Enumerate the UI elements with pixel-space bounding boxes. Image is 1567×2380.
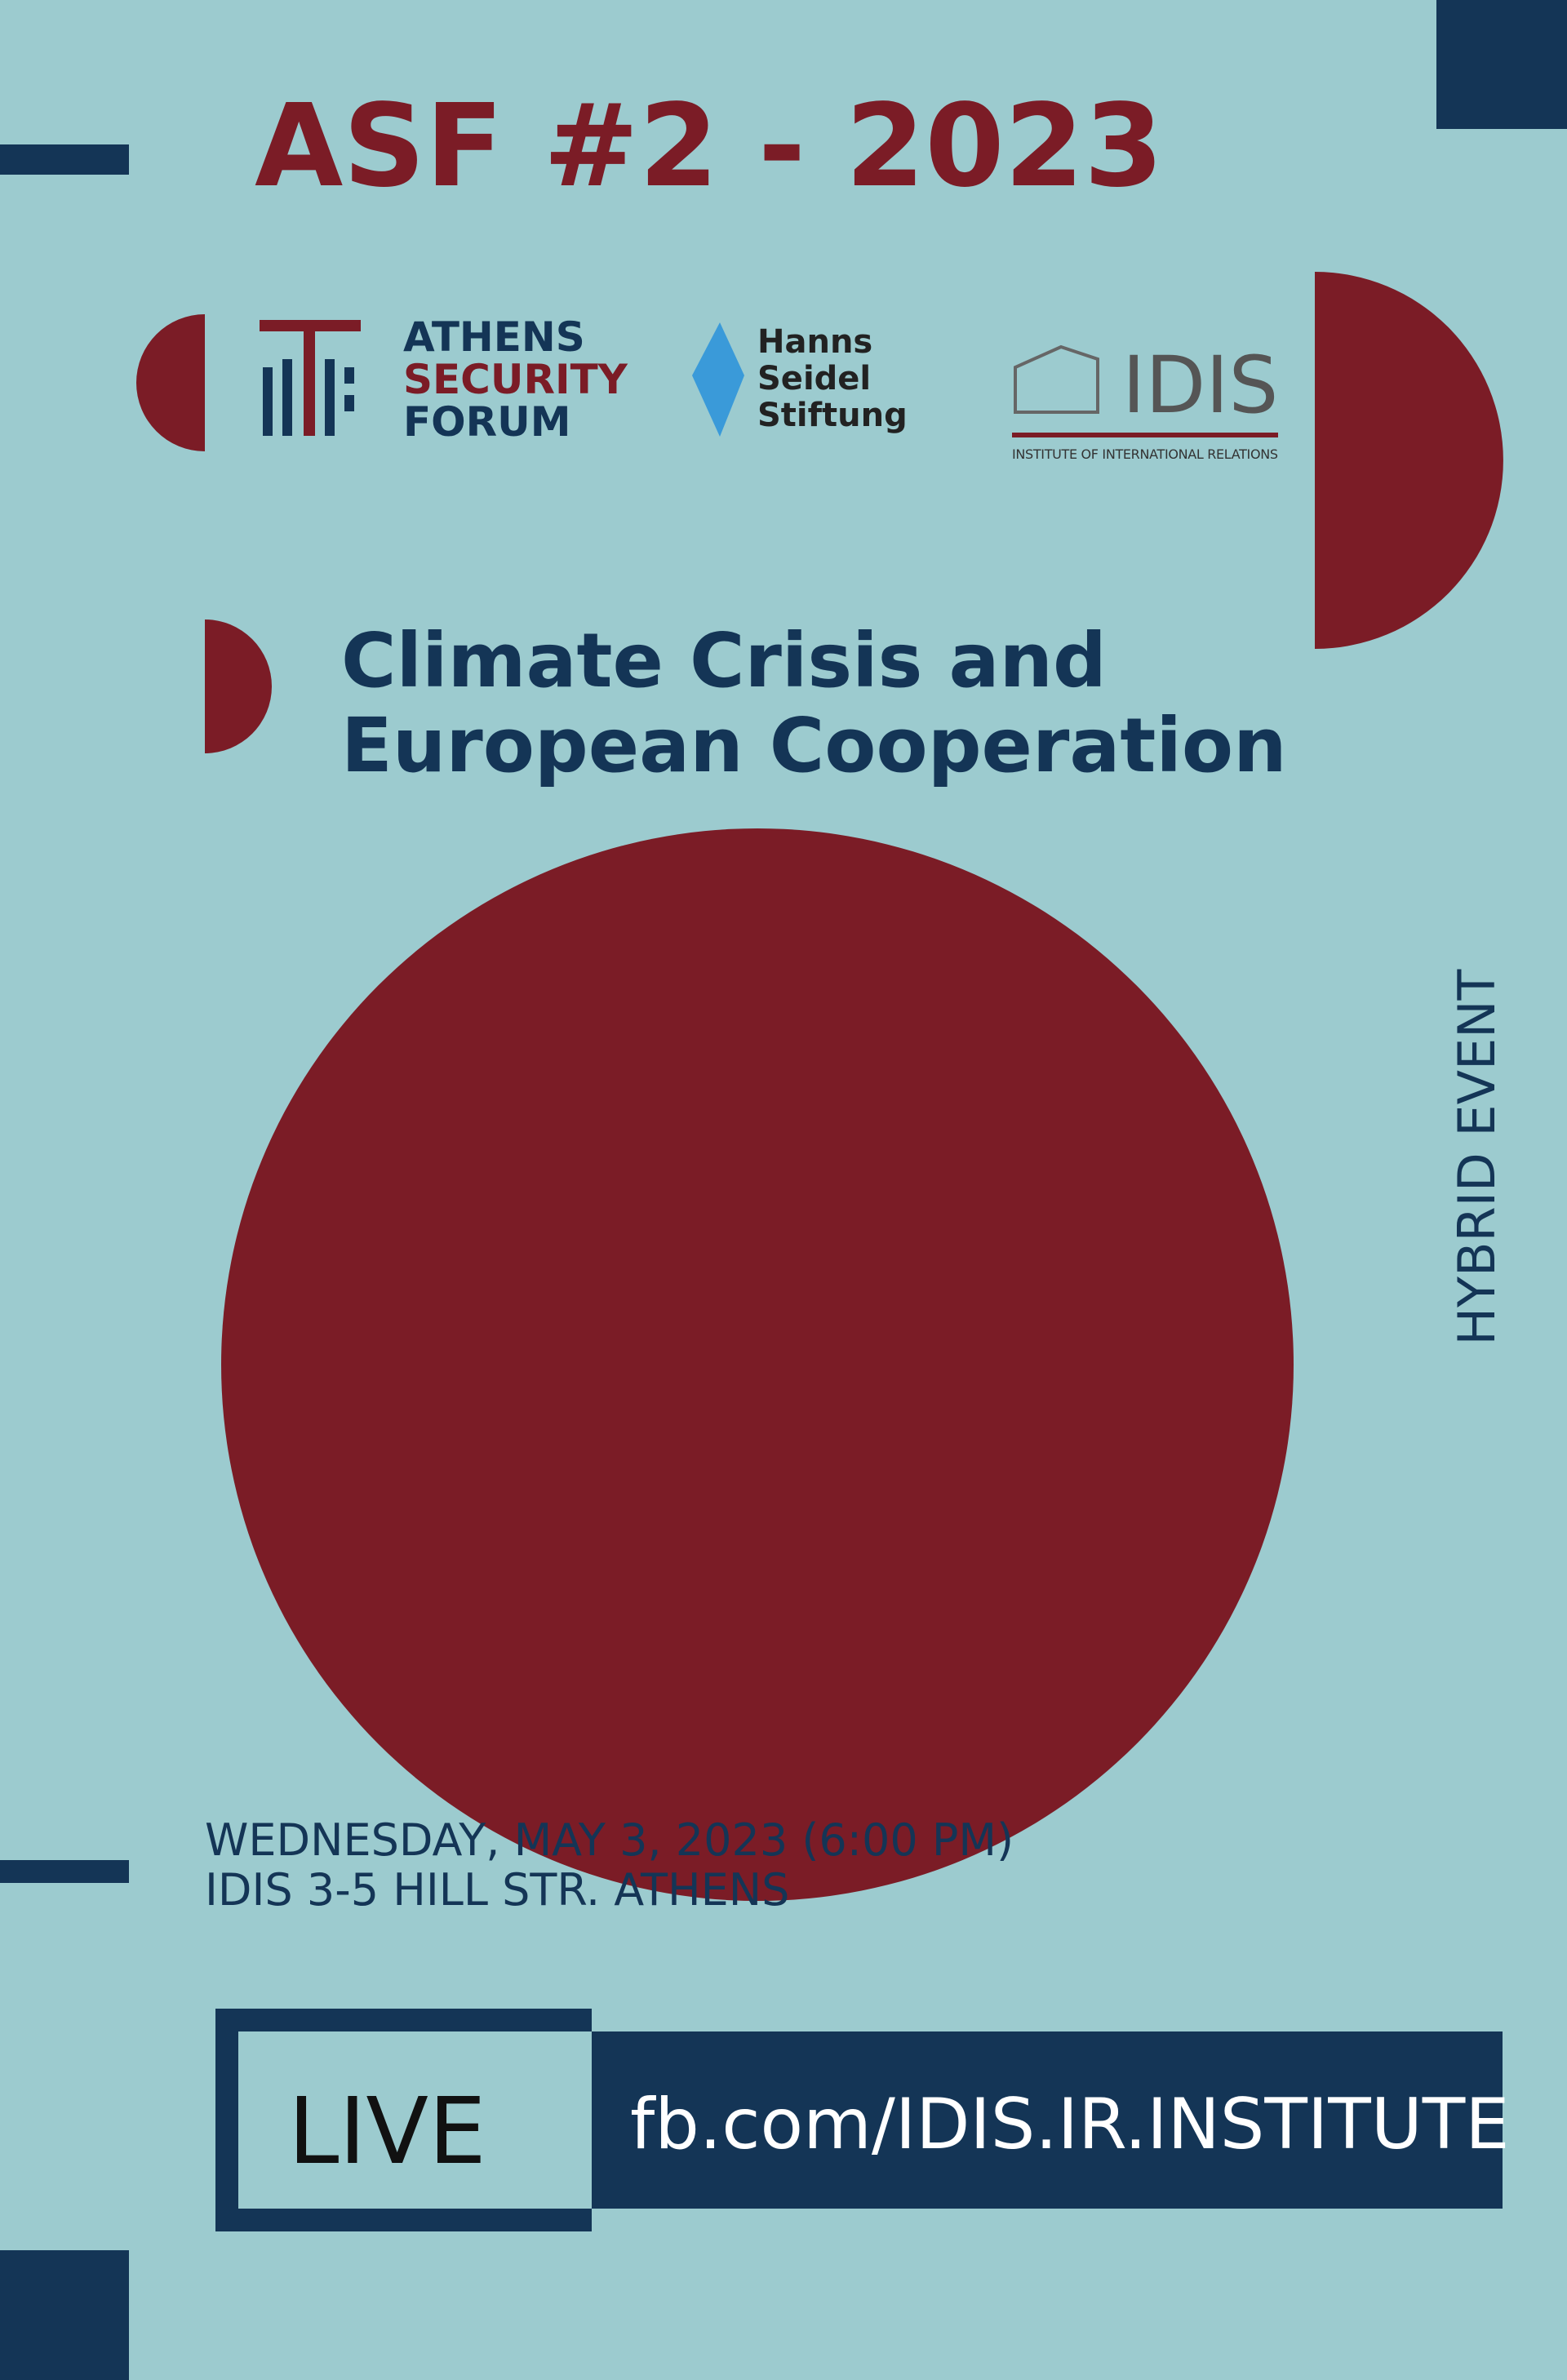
half-circle xyxy=(1315,272,1503,649)
logo-text: Seidel xyxy=(757,360,871,397)
logo-text: IDIS xyxy=(1122,340,1278,431)
corner-square xyxy=(1436,0,1567,129)
corner-square xyxy=(0,2250,129,2380)
event-location: IDIS 3-5 HILL STR. ATHENS xyxy=(205,1864,789,1916)
logo-text: ATHENS xyxy=(403,313,585,361)
live-box xyxy=(238,2031,592,2209)
logo-text: FORUM xyxy=(403,398,571,446)
big-circle xyxy=(221,828,1294,1901)
logo-text: Stiftung xyxy=(757,397,908,434)
live-url[interactable]: fb.com/IDIS.IR.INSTITUTE xyxy=(630,2084,1510,2165)
event-date: WEDNESDAY, MAY 3, 2023 (6:00 PM) xyxy=(205,1814,1014,1866)
side-bar xyxy=(0,1860,129,1883)
asf-logo: ATHENS SECURITY FORUM xyxy=(260,313,628,446)
side-label: HYBRID EVENT xyxy=(1447,968,1507,1345)
heading: European Cooperation xyxy=(341,702,1287,789)
half-circle xyxy=(136,314,205,451)
half-circle xyxy=(205,619,272,753)
logo-text: INSTITUTE OF INTERNATIONAL RELATIONS xyxy=(1012,446,1278,462)
logo-text: Hanns xyxy=(757,323,872,361)
live-label: LIVE xyxy=(288,2079,486,2185)
hss-logo: Hanns Seidel Stiftung xyxy=(692,322,908,437)
heading: Climate Crisis and xyxy=(341,617,1107,704)
title: ASF #2 - 2023 xyxy=(255,80,1164,213)
side-bar xyxy=(0,144,129,175)
idis-logo: IDIS INSTITUTE OF INTERNATIONAL RELATION… xyxy=(1012,340,1278,462)
url-box[interactable] xyxy=(592,2031,1503,2209)
logo-text: SECURITY xyxy=(403,356,628,403)
